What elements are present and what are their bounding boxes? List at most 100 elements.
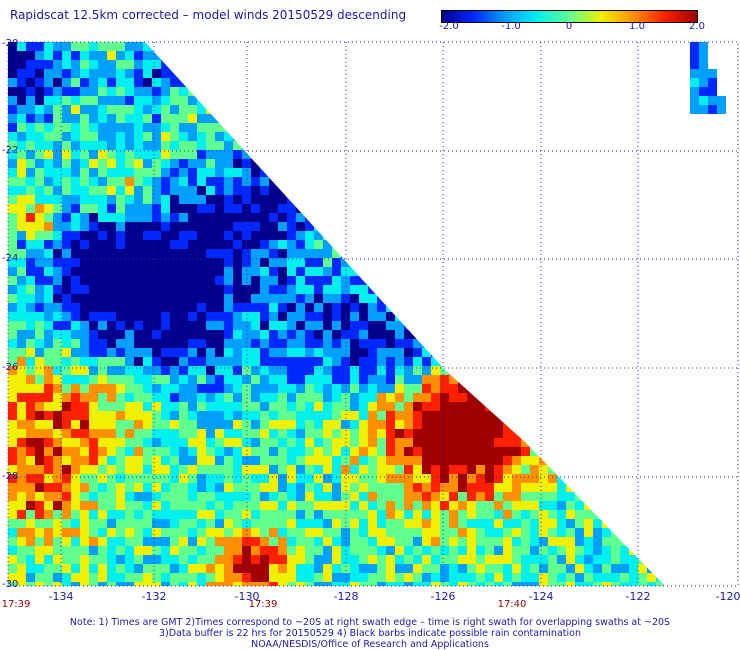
wind-cell: [62, 429, 71, 438]
wind-cell: [26, 456, 35, 465]
wind-cell: [296, 375, 305, 384]
wind-cell: [368, 393, 377, 402]
wind-cell: [548, 510, 557, 519]
wind-cell: [584, 546, 593, 555]
wind-cell: [665, 528, 674, 537]
wind-cell: [422, 105, 431, 114]
wind-cell: [476, 87, 485, 96]
wind-cell: [494, 519, 503, 528]
wind-cell: [566, 186, 575, 195]
wind-cell: [71, 177, 80, 186]
wind-cell: [692, 303, 701, 312]
wind-cell: [224, 474, 233, 483]
wind-cell: [188, 582, 197, 586]
wind-cell: [62, 474, 71, 483]
wind-cell: [530, 519, 539, 528]
wind-cell: [602, 402, 611, 411]
wind-cell: [359, 213, 368, 222]
wind-cell: [26, 294, 35, 303]
wind-cell: [260, 492, 269, 501]
wind-cell: [89, 267, 98, 276]
wind-cell: [314, 555, 323, 564]
wind-cell: [161, 402, 170, 411]
wind-cell: [593, 240, 602, 249]
wind-cell: [71, 429, 80, 438]
wind-cell: [80, 429, 89, 438]
wind-cell: [620, 375, 629, 384]
wind-cell: [44, 249, 53, 258]
wind-cell: [575, 222, 584, 231]
wind-cell: [530, 96, 539, 105]
wind-cell: [386, 582, 395, 586]
wind-cell: [26, 186, 35, 195]
wind-cell: [413, 447, 422, 456]
wind-cell: [62, 303, 71, 312]
wind-cell: [134, 312, 143, 321]
wind-cell: [71, 411, 80, 420]
wind-cell: [449, 582, 458, 586]
wind-cell: [368, 123, 377, 132]
wind-cell: [656, 582, 665, 586]
wind-cell: [341, 528, 350, 537]
wind-cell: [188, 69, 197, 78]
wind-cell: [62, 186, 71, 195]
wind-cell: [476, 492, 485, 501]
wind-cell: [80, 186, 89, 195]
wind-cell: [620, 510, 629, 519]
wind-cell: [494, 249, 503, 258]
wind-cell: [188, 132, 197, 141]
wind-cell: [458, 294, 467, 303]
wind-cell: [17, 60, 26, 69]
wind-cell: [548, 582, 557, 586]
wind-cell: [629, 447, 638, 456]
wind-cell: [395, 411, 404, 420]
wind-cell: [692, 357, 701, 366]
wind-cell: [107, 537, 116, 546]
wind-cell: [440, 231, 449, 240]
wind-cell: [224, 168, 233, 177]
wind-cell: [287, 321, 296, 330]
wind-cell: [17, 258, 26, 267]
wind-cell: [125, 411, 134, 420]
wind-cell: [458, 582, 467, 586]
wind-cell: [611, 78, 620, 87]
wind-cell: [629, 411, 638, 420]
wind-cell: [485, 519, 494, 528]
wind-cell: [152, 555, 161, 564]
wind-cell: [170, 51, 179, 60]
wind-cell: [440, 159, 449, 168]
wind-cell: [638, 510, 647, 519]
wind-cell: [647, 546, 656, 555]
wind-cell: [179, 402, 188, 411]
wind-cell: [125, 150, 134, 159]
wind-cell: [17, 267, 26, 276]
wind-cell: [80, 141, 89, 150]
wind-cell: [656, 411, 665, 420]
wind-cell: [449, 222, 458, 231]
wind-cell: [215, 231, 224, 240]
wind-cell: [395, 96, 404, 105]
wind-cell: [35, 384, 44, 393]
wind-cell: [179, 60, 188, 69]
wind-cell: [350, 159, 359, 168]
wind-cell: [170, 141, 179, 150]
wind-cell: [107, 402, 116, 411]
wind-cell: [602, 213, 611, 222]
wind-cell: [557, 393, 566, 402]
wind-cell: [683, 501, 692, 510]
wind-cell: [17, 483, 26, 492]
wind-cell: [665, 375, 674, 384]
wind-cell: [692, 267, 701, 276]
wind-cell: [17, 312, 26, 321]
wind-cell: [377, 159, 386, 168]
wind-cell: [224, 150, 233, 159]
wind-cell: [494, 384, 503, 393]
wind-cell: [539, 96, 548, 105]
wind-cell: [449, 195, 458, 204]
wind-cell: [125, 357, 134, 366]
wind-cell: [134, 366, 143, 375]
wind-cell: [71, 42, 80, 51]
wind-cell: [440, 321, 449, 330]
wind-cell: [593, 96, 602, 105]
wind-cell: [17, 222, 26, 231]
